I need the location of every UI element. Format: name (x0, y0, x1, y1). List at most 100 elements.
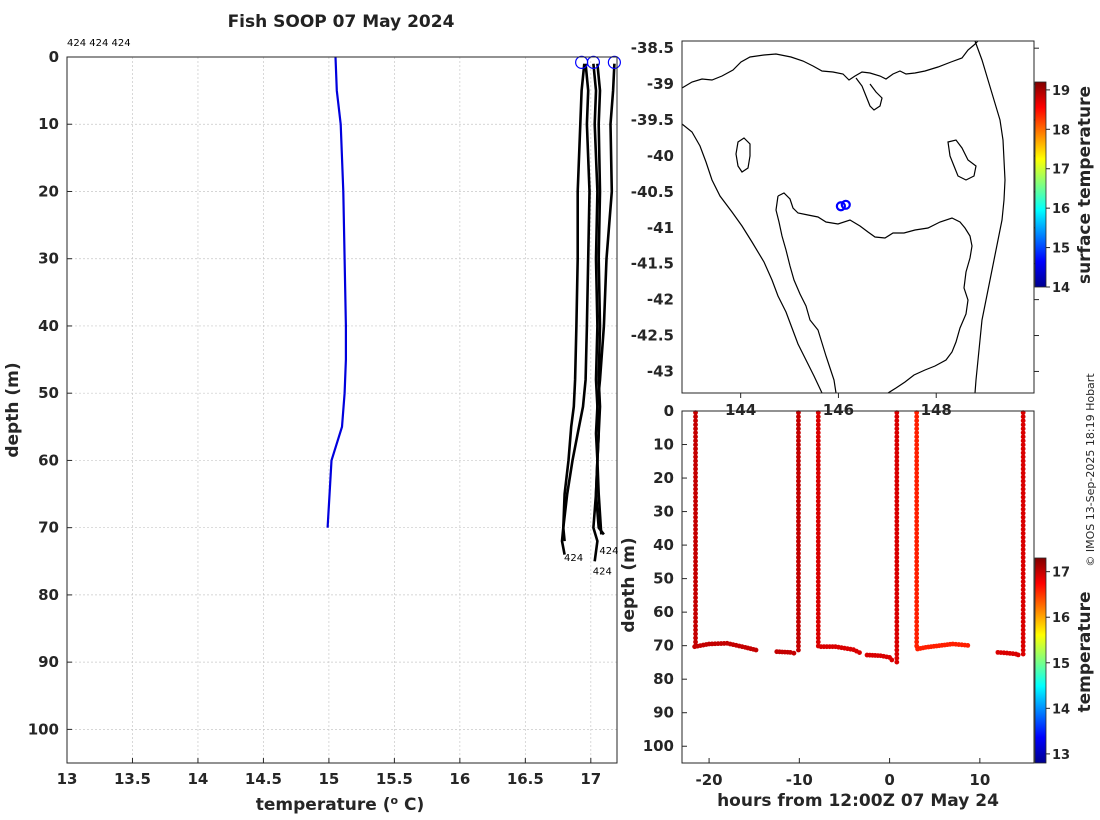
section-point (1020, 639, 1026, 645)
section-point (796, 635, 801, 641)
section-point (857, 650, 862, 655)
section-point (796, 647, 801, 653)
profile-ylabel: depth (m) (3, 362, 23, 457)
section-point (1020, 530, 1026, 536)
section-point (894, 482, 900, 488)
section-point (796, 611, 801, 617)
section-point (693, 595, 698, 601)
profile-cast-annotation: 424 (599, 546, 618, 557)
section-point (815, 567, 821, 572)
section-point (914, 623, 920, 629)
section-point (815, 446, 821, 452)
profile-line-cast-3 (592, 63, 599, 562)
section-point (894, 539, 900, 544)
section-point (796, 514, 801, 520)
profile-ytick-label: 40 (38, 317, 59, 335)
profile-grid (66, 56, 617, 763)
section-point (693, 559, 698, 564)
section-point (1020, 627, 1026, 633)
section-point (914, 518, 920, 524)
section-xtick-label: -20 (696, 771, 723, 789)
section-point (815, 462, 821, 468)
section-point (693, 514, 698, 520)
section-point (815, 454, 821, 460)
section-point (815, 498, 821, 504)
section-point (815, 474, 821, 480)
section-ytick-label: 20 (653, 469, 674, 487)
section-point (815, 478, 821, 484)
section-point (796, 567, 801, 572)
section-point (815, 543, 821, 548)
section-colorbar-label: temperature (1075, 591, 1095, 712)
section-point (815, 418, 821, 424)
section-point (914, 607, 920, 613)
section-point (796, 595, 801, 601)
section-cb-tick-label: 13 (1052, 748, 1070, 763)
section-point (815, 583, 821, 589)
section-point (894, 446, 900, 452)
section-point (791, 650, 797, 656)
section-point (815, 627, 821, 633)
section-point (894, 543, 900, 548)
profile-lines: 424 424 424 (326, 55, 621, 577)
section-point (914, 422, 920, 428)
profile-ytick-label: 10 (38, 115, 59, 133)
section-point (914, 563, 920, 568)
section-point (1020, 559, 1026, 564)
section-point (1020, 615, 1026, 621)
section-point (796, 458, 801, 464)
section-xtick-label: 0 (884, 771, 894, 789)
section-point (815, 482, 821, 488)
section-point (693, 599, 698, 605)
section-point (815, 490, 821, 496)
section-ytick-label: 50 (653, 570, 674, 588)
section-xlabel: hours from 12:00Z 07 May 24 (717, 791, 999, 811)
map-cb-tick-label: 14 (1052, 281, 1070, 296)
profile-xtick-label: 16.5 (507, 770, 544, 788)
profile-surface-marker (607, 55, 621, 69)
map-location-marker (835, 201, 846, 212)
section-point (1020, 599, 1026, 605)
section-point (787, 649, 793, 655)
section-point (796, 534, 801, 540)
section-point (914, 615, 920, 621)
section-point (914, 414, 920, 420)
section-cb-tick-label: 17 (1052, 566, 1070, 581)
section-point (1020, 543, 1026, 548)
section-point (1020, 470, 1026, 476)
section-point (894, 619, 900, 625)
map-cb-tick-label: 18 (1052, 123, 1070, 138)
section-point (693, 607, 698, 613)
section-ytick-label: 90 (653, 704, 674, 722)
section-point (693, 526, 698, 532)
map-ytick-label: -42.5 (631, 327, 674, 345)
section-point (914, 430, 920, 436)
section-point (914, 438, 920, 444)
section-point (1020, 567, 1026, 572)
section-point (1020, 539, 1026, 544)
section-point (1020, 591, 1026, 597)
section-cb-tick-label: 15 (1052, 657, 1070, 672)
section-point (914, 635, 920, 641)
section-point (1020, 422, 1026, 428)
section-point (815, 466, 821, 472)
section-point (796, 502, 801, 508)
section-point (914, 470, 920, 476)
section-point (815, 639, 821, 645)
section-point (914, 466, 920, 472)
section-point (1020, 583, 1026, 589)
section-point (796, 454, 801, 460)
credit-text: © IMOS 13-Sep-2025 18:19 Hobart (1084, 373, 1097, 567)
section-colorbar (1034, 557, 1047, 764)
map-points (835, 199, 851, 212)
section-point (1020, 643, 1026, 649)
section-point (796, 579, 801, 585)
section-point (1020, 647, 1026, 653)
section-point (796, 591, 801, 597)
section-point (894, 506, 900, 512)
section-point (815, 539, 821, 544)
section-point (894, 438, 900, 444)
section-point (796, 498, 801, 504)
section-point (693, 547, 698, 552)
map-xtick-label: 148 (921, 401, 952, 419)
